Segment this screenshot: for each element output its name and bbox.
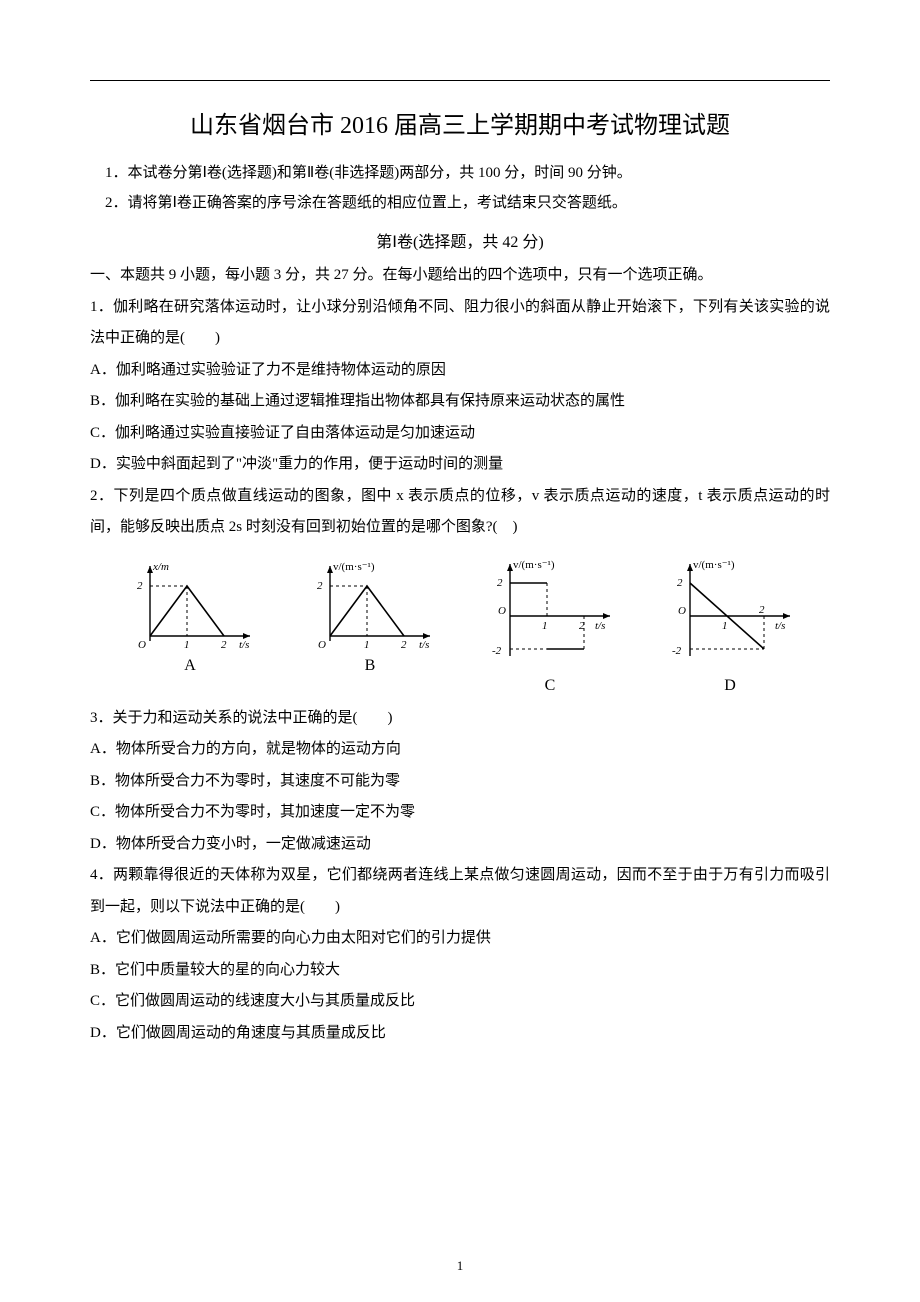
svg-text:O: O — [678, 605, 686, 617]
q4-option-c: C．它们做圆周运动的线速度大小与其质量成反比 — [90, 986, 830, 1018]
q3-option-d: D．物体所受合力变小时，一定做减速运动 — [90, 829, 830, 861]
page-number: 1 — [457, 1258, 464, 1274]
q4-option-d: D．它们做圆周运动的角速度与其质量成反比 — [90, 1018, 830, 1050]
svg-text:x/m: x/m — [152, 561, 169, 573]
q3-option-c: C．物体所受合力不为零时，其加速度一定不为零 — [90, 797, 830, 829]
svg-text:-2: -2 — [492, 645, 502, 657]
q2-figure-a: x/m 2 O 1 2 t/s A — [115, 556, 265, 675]
chart-b-icon: v/(m·s⁻¹) 2 O 1 2 t/s — [295, 556, 445, 651]
q3-option-a: A．物体所受合力的方向，就是物体的运动方向 — [90, 734, 830, 766]
chart-a-icon: x/m 2 O 1 2 t/s — [115, 556, 265, 651]
svg-text:1: 1 — [542, 620, 548, 632]
svg-text:-2: -2 — [672, 645, 682, 657]
svg-text:2: 2 — [221, 639, 227, 651]
q2-figure-d-label: D — [655, 677, 805, 695]
svg-text:2: 2 — [579, 620, 585, 632]
q1-option-d: D．实验中斜面起到了"冲淡"重力的作用，便于运动时间的测量 — [90, 449, 830, 481]
svg-text:2: 2 — [497, 577, 503, 589]
q2-figure-b-label: B — [295, 657, 445, 675]
svg-text:t/s: t/s — [775, 620, 785, 632]
svg-text:t/s: t/s — [239, 639, 249, 651]
svg-text:v/(m·s⁻¹): v/(m·s⁻¹) — [693, 559, 735, 571]
svg-text:t/s: t/s — [595, 620, 605, 632]
q2-figure-row: x/m 2 O 1 2 t/s A — [90, 556, 830, 695]
instruction-1: 1．本试卷分第Ⅰ卷(选择题)和第Ⅱ卷(非选择题)两部分，共 100 分，时间 9… — [90, 158, 830, 188]
q2-figure-d: v/(m·s⁻¹) 2 -2 O 1 2 t/s D — [655, 556, 805, 695]
svg-text:v/(m·s⁻¹): v/(m·s⁻¹) — [333, 561, 375, 573]
svg-text:O: O — [318, 639, 326, 651]
instruction-2: 2．请将第Ⅰ卷正确答案的序号涂在答题纸的相应位置上，考试结束只交答题纸。 — [90, 188, 830, 218]
exam-page: 山东省烟台市 2016 届高三上学期期中考试物理试题 1．本试卷分第Ⅰ卷(选择题… — [0, 0, 920, 1302]
q2-figure-c: v/(m·s⁻¹) 2 -2 O 1 2 t/s — [475, 556, 625, 695]
q1-option-a: A．伽利略通过实验验证了力不是维持物体运动的原因 — [90, 355, 830, 387]
q2-stem: 2．下列是四个质点做直线运动的图象，图中 x 表示质点的位移，v 表示质点运动的… — [90, 481, 830, 544]
q2-figure-c-label: C — [475, 677, 625, 695]
svg-text:1: 1 — [722, 620, 728, 632]
svg-text:2: 2 — [137, 580, 143, 592]
q4-stem: 4．两颗靠得很近的天体称为双星，它们都绕两者连线上某点做匀速圆周运动，因而不至于… — [90, 860, 830, 923]
svg-text:1: 1 — [364, 639, 370, 651]
svg-text:2: 2 — [401, 639, 407, 651]
svg-text:1: 1 — [184, 639, 190, 651]
q1-option-c: C．伽利略通过实验直接验证了自由落体运动是匀加速运动 — [90, 418, 830, 450]
section-header: 第Ⅰ卷(选择题，共 42 分) — [90, 228, 830, 252]
svg-text:2: 2 — [317, 580, 323, 592]
svg-text:t/s: t/s — [419, 639, 429, 651]
q1-option-b: B．伽利略在实验的基础上通过逻辑推理指出物体都具有保持原来运动状态的属性 — [90, 386, 830, 418]
q1-stem: 1．伽利略在研究落体运动时，让小球分别沿倾角不同、阻力很小的斜面从静止开始滚下，… — [90, 292, 830, 355]
q2-figure-a-label: A — [115, 657, 265, 675]
q2-figure-b: v/(m·s⁻¹) 2 O 1 2 t/s B — [295, 556, 445, 675]
svg-text:2: 2 — [677, 577, 683, 589]
q3-option-b: B．物体所受合力不为零时，其速度不可能为零 — [90, 766, 830, 798]
svg-text:O: O — [138, 639, 146, 651]
section-intro: 一、本题共 9 小题，每小题 3 分，共 27 分。在每小题给出的四个选项中，只… — [90, 260, 830, 292]
q4-option-b: B．它们中质量较大的星的向心力较大 — [90, 955, 830, 987]
chart-c-icon: v/(m·s⁻¹) 2 -2 O 1 2 t/s — [475, 556, 625, 671]
chart-d-icon: v/(m·s⁻¹) 2 -2 O 1 2 t/s — [655, 556, 805, 671]
svg-text:v/(m·s⁻¹): v/(m·s⁻¹) — [513, 559, 555, 571]
q3-stem: 3．关于力和运动关系的说法中正确的是( ) — [90, 703, 830, 735]
svg-text:O: O — [498, 605, 506, 617]
q4-option-a: A．它们做圆周运动所需要的向心力由太阳对它们的引力提供 — [90, 923, 830, 955]
exam-title: 山东省烟台市 2016 届高三上学期期中考试物理试题 — [90, 105, 830, 140]
header-rule — [90, 80, 830, 81]
svg-text:2: 2 — [759, 604, 765, 616]
